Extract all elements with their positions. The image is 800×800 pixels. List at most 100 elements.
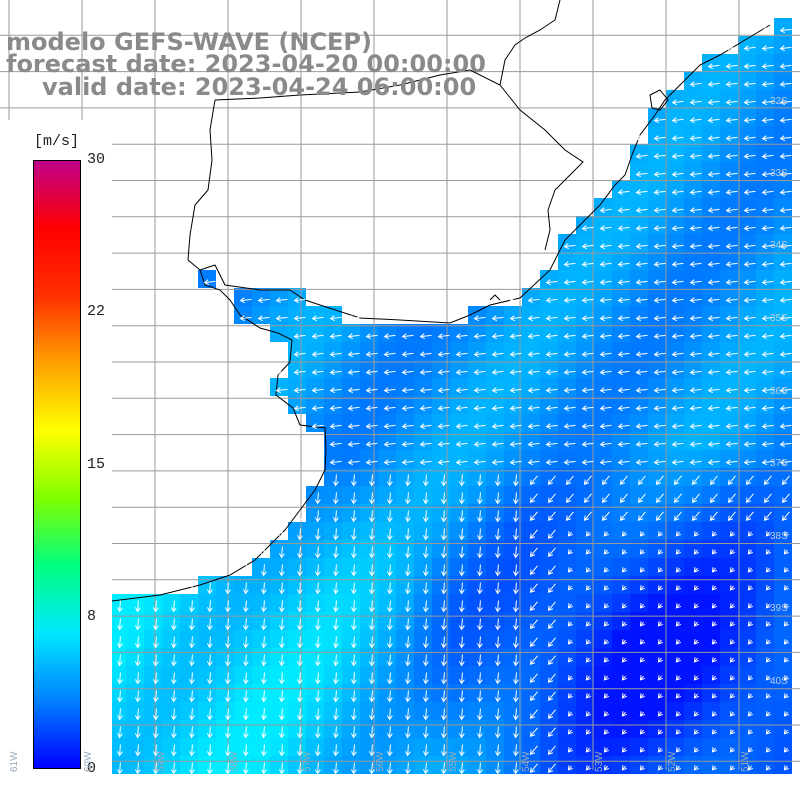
wind-arrow — [329, 333, 342, 340]
wind-arrow — [206, 600, 213, 613]
wind-cell — [252, 558, 270, 576]
wind-arrow — [675, 531, 682, 537]
wind-cell — [738, 576, 756, 594]
wind-cell — [666, 540, 684, 558]
wind-arrow — [440, 618, 447, 631]
wind-cell — [396, 630, 414, 648]
wind-arrow — [512, 474, 519, 487]
wind-arrow — [563, 261, 576, 268]
wind-cell — [288, 684, 306, 702]
wind-cell — [576, 450, 594, 468]
wind-cell — [666, 558, 684, 576]
wind-arrow — [458, 636, 465, 649]
wind-cell — [684, 756, 702, 774]
wind-cell — [360, 666, 378, 684]
wind-arrow — [689, 81, 702, 88]
wind-cell — [126, 612, 144, 630]
wind-arrow — [311, 333, 324, 340]
wind-arrow — [347, 405, 360, 412]
wind-cell — [738, 144, 756, 162]
wind-cell — [396, 756, 414, 774]
wind-arrow — [783, 531, 790, 537]
wind-cell — [684, 396, 702, 414]
wind-arrow — [621, 621, 628, 627]
wind-arrow — [422, 654, 429, 667]
wind-cell — [414, 648, 432, 666]
wind-cell — [450, 558, 468, 576]
wind-arrow — [639, 531, 646, 537]
wind-cell — [756, 738, 774, 756]
wind-arrow — [743, 117, 756, 124]
wind-cell — [270, 558, 288, 576]
wind-arrow — [152, 744, 159, 757]
wind-arrow — [761, 315, 774, 322]
wind-arrow — [116, 744, 123, 757]
wind-cell — [684, 666, 702, 684]
wind-cell — [504, 522, 522, 540]
wind-cell — [738, 756, 756, 774]
wind-cell — [702, 162, 720, 180]
wind-cell — [756, 54, 774, 72]
wind-arrow — [473, 387, 486, 394]
wind-arrow — [671, 441, 684, 448]
wind-cell — [378, 414, 396, 432]
wind-arrow — [671, 333, 684, 340]
wind-cell — [432, 558, 450, 576]
wind-cell — [198, 270, 216, 288]
wind-cell — [396, 468, 414, 486]
wind-cell — [774, 252, 792, 270]
wind-arrow — [419, 459, 432, 466]
wind-cell — [360, 648, 378, 666]
wind-cell — [324, 522, 342, 540]
wind-arrow — [635, 405, 648, 412]
wind-cell — [306, 576, 324, 594]
brazil-border — [214, 69, 584, 251]
wind-arrow — [512, 564, 519, 577]
wind-arrow — [311, 369, 324, 376]
wind-cell — [720, 522, 738, 540]
wind-cell — [738, 450, 756, 468]
wind-cell — [198, 684, 216, 702]
wind-cell — [540, 450, 558, 468]
wind-arrow — [458, 474, 465, 487]
wind-arrow — [437, 405, 450, 412]
wind-cell — [486, 540, 504, 558]
wind-cell — [432, 522, 450, 540]
wind-arrow — [494, 510, 501, 523]
wind-arrow — [329, 459, 342, 466]
wind-arrow — [455, 459, 468, 466]
wind-cell — [612, 414, 630, 432]
wind-cell — [522, 306, 540, 324]
wind-arrow — [765, 675, 772, 681]
wind-cell — [684, 558, 702, 576]
wind-cell — [738, 504, 756, 522]
wind-arrow — [693, 567, 700, 573]
wind-arrow — [725, 81, 738, 88]
wind-arrow — [134, 636, 141, 649]
wind-arrow — [347, 369, 360, 376]
wind-cell — [144, 720, 162, 738]
wind-cell — [576, 216, 594, 234]
wind-arrow — [707, 81, 720, 88]
wind-arrow — [657, 567, 664, 573]
wind-arrow — [509, 423, 522, 430]
wind-arrow — [296, 762, 303, 775]
wind-cell — [576, 648, 594, 666]
wind-arrow — [635, 207, 648, 214]
wind-arrow — [657, 603, 664, 609]
wind-cell — [396, 612, 414, 630]
wind-cell — [774, 324, 792, 342]
wind-cell — [630, 288, 648, 306]
wind-cell — [540, 702, 558, 720]
wind-arrow — [509, 387, 522, 394]
wind-arrow — [563, 351, 576, 358]
wind-arrow — [747, 639, 754, 645]
wind-cell — [198, 630, 216, 648]
wind-arrow — [419, 333, 432, 340]
wind-arrow — [653, 369, 666, 376]
wind-arrow — [368, 528, 375, 541]
wind-arrow — [401, 441, 414, 448]
wind-arrow — [116, 654, 123, 667]
wind-arrow — [350, 600, 357, 613]
wind-arrow — [585, 747, 592, 753]
